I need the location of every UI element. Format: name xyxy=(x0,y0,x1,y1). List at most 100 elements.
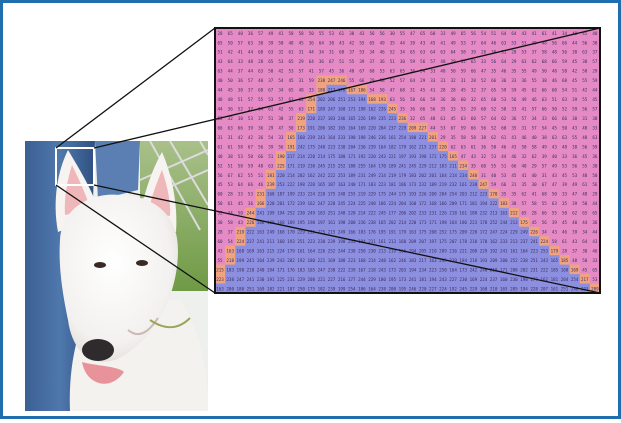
grid-cell-value: 56 xyxy=(430,107,436,112)
grid-cell-value: 204 xyxy=(348,144,356,149)
grid-cell-value: 220 xyxy=(318,192,326,197)
grid-cell-value: 173 xyxy=(409,182,417,187)
grid-cell-value: 165 xyxy=(287,135,295,140)
grid-cell-value: 241 xyxy=(247,258,255,263)
grid-cell-value: 223 xyxy=(389,116,397,121)
grid-cell-value: 57 xyxy=(400,78,406,83)
grid-cell-value: 220 xyxy=(368,154,376,159)
grid-cell-value: 232 xyxy=(480,211,488,216)
grid-cell-value: 61 xyxy=(562,239,568,244)
grid-cell-value: 225 xyxy=(358,201,366,206)
grid-cell-value: 213 xyxy=(510,220,518,225)
grid-cell-value: 231 xyxy=(287,277,295,282)
grid-cell-value: 175 xyxy=(378,192,386,197)
grid-cell-value: 63 xyxy=(562,97,568,102)
grid-cell-value: 169 xyxy=(470,277,478,282)
grid-cell-value: 245 xyxy=(389,107,397,112)
grid-cell-value: 51 xyxy=(258,173,264,178)
grid-cell-value: 222 xyxy=(247,230,255,235)
grid-cell-value: 35 xyxy=(451,135,457,140)
grid-cell-value: 239 xyxy=(267,258,275,263)
grid-cell-value: 55 xyxy=(582,78,588,83)
grid-cell-value: 170 xyxy=(480,239,488,244)
grid-cell-value: 30 xyxy=(238,116,244,121)
grid-cell-value: 60 xyxy=(481,107,487,112)
grid-cell-value: 239 xyxy=(328,239,336,244)
grid-cell-value: 195 xyxy=(399,286,407,291)
grid-cell-value: 64 xyxy=(228,59,234,64)
grid-cell-value: 214 xyxy=(297,154,305,159)
grid-cell-value: 219 xyxy=(389,173,397,178)
grid-cell-value: 208 xyxy=(429,230,437,235)
grid-cell-value: 189 xyxy=(318,107,326,112)
grid-cell-value: 206 xyxy=(399,211,407,216)
grid-cell-value: 229 xyxy=(470,286,478,291)
grid-cell-value: 37 xyxy=(349,50,355,55)
grid-cell-value: 175 xyxy=(520,220,528,225)
grid-cell-value: 229 xyxy=(368,192,376,197)
grid-cell-value: 58 xyxy=(501,107,507,112)
grid-cell-value: 195 xyxy=(378,230,386,235)
grid-cell-value: 64 xyxy=(491,116,497,121)
grid-cell-value: 53 xyxy=(461,40,467,45)
grid-cell-value: 36 xyxy=(572,154,578,159)
grid-cell-value: 168 xyxy=(358,258,366,263)
grid-cell-value: 253 xyxy=(338,173,346,178)
grid-cell-value: 46 xyxy=(511,154,517,159)
grid-cell-value: 61 xyxy=(339,31,345,36)
grid-cell-value: 66 xyxy=(542,88,548,93)
grid-cell-value: 61 xyxy=(542,31,548,36)
grid-cell-value: 248 xyxy=(338,211,346,216)
grid-cell-value: 54 xyxy=(228,239,234,244)
grid-cell-value: 30 xyxy=(218,220,224,225)
grid-cell-value: 59 xyxy=(562,59,568,64)
grid-cell-value: 55 xyxy=(319,31,325,36)
grid-cell-value: 44 xyxy=(582,220,588,225)
grid-cell-value: 41 xyxy=(440,40,446,45)
grid-cell-value: 175 xyxy=(399,192,407,197)
grid-cell-value: 43 xyxy=(592,239,598,244)
grid-cell-value: 199 xyxy=(287,192,295,197)
grid-cell-value: 36 xyxy=(501,78,507,83)
grid-cell-value: 52 xyxy=(390,78,396,83)
grid-cell-value: 31 xyxy=(218,135,224,140)
grid-cell-value: 223 xyxy=(328,144,336,149)
grid-cell-value: 236 xyxy=(378,135,386,140)
grid-cell-value: 63 xyxy=(218,69,224,74)
grid-cell-value: 246 xyxy=(399,258,407,263)
grid-cell-value: 238 xyxy=(226,277,234,282)
grid-cell-value: 222 xyxy=(490,201,498,206)
grid-cell-value: 31 xyxy=(542,173,548,178)
grid-cell-value: 37 xyxy=(288,116,294,121)
grid-cell-value: 48 xyxy=(552,50,558,55)
grid-cell-value: 194 xyxy=(409,267,417,272)
grid-cell-value: 216 xyxy=(338,277,346,282)
grid-cell-value: 44 xyxy=(592,230,598,235)
grid-cell-value: 57 xyxy=(258,31,264,36)
grid-cell-value: 214 xyxy=(368,258,376,263)
grid-cell-value: 61 xyxy=(228,144,234,149)
grid-cell-value: 165 xyxy=(338,125,346,130)
grid-cell-value: 183 xyxy=(358,230,366,235)
grid-cell-value: 67 xyxy=(329,59,335,64)
grid-cell-value: 45 xyxy=(532,220,538,225)
grid-cell-value: 40 xyxy=(521,163,527,168)
grid-cell-value: 160 xyxy=(409,201,417,206)
grid-cell-value: 234 xyxy=(459,173,467,178)
grid-cell-value: 53 xyxy=(491,154,497,159)
grid-cell-value: 64 xyxy=(451,50,457,55)
grid-cell-value: 183 xyxy=(368,182,376,187)
grid-cell-value: 204 xyxy=(439,192,447,197)
grid-cell-value: 160 xyxy=(277,239,285,244)
grid-cell-value: 202 xyxy=(409,211,417,216)
grid-cell-value: 208 xyxy=(510,267,518,272)
grid-cell-value: 227 xyxy=(419,125,427,130)
grid-cell-value: 67 xyxy=(359,69,365,74)
grid-cell-value: 57 xyxy=(299,69,305,74)
grid-cell-value: 60 xyxy=(218,192,224,197)
grid-cell-value: 40 xyxy=(552,154,558,159)
grid-cell-value: 66 xyxy=(359,78,365,83)
grid-cell-value: 223 xyxy=(530,248,538,253)
grid-cell-value: 175 xyxy=(419,230,427,235)
grid-cell-value: 62 xyxy=(451,144,457,149)
